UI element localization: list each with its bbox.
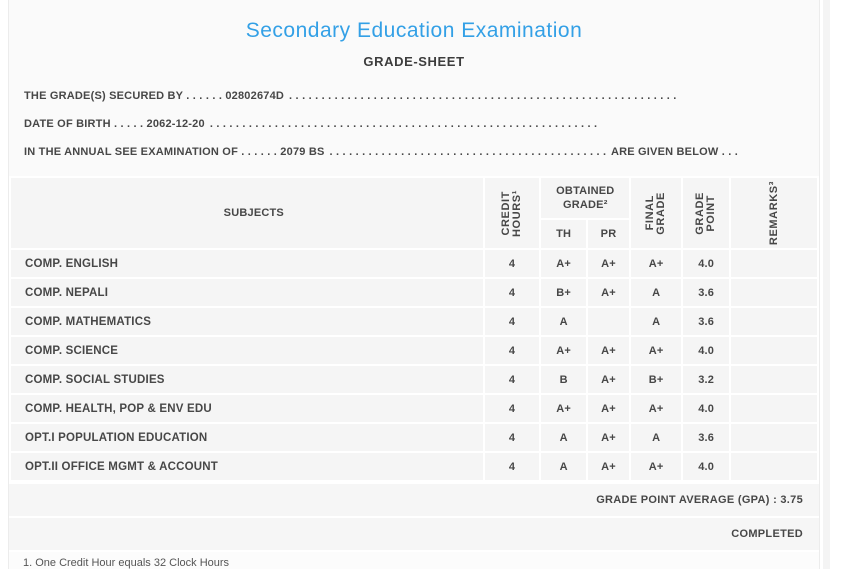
header-subjects: SUBJECTS <box>11 178 483 248</box>
final-grade-cell: A <box>631 279 682 306</box>
page-title: Secondary Education Examination <box>245 19 583 42</box>
subject-cell: OPT.I POPULATION EDUCATION <box>11 424 483 451</box>
info-text: DATE OF BIRTH . . . . . 2062-12-20 <box>24 118 205 130</box>
leader-dots: . . . . . . . . . . . . . . . . . . . . … <box>209 118 598 130</box>
grade-point-cell: 4.0 <box>683 337 730 364</box>
info-text: THE GRADE(S) SECURED BY . . . . . . 0280… <box>24 90 285 102</box>
table-row: OPT.II OFFICE MGMT & ACCOUNT 4 A A+ A+ 4… <box>11 453 817 480</box>
remarks-cell <box>731 453 817 480</box>
final-grade-cell: B+ <box>631 366 682 393</box>
pr-grade-cell: A+ <box>587 366 630 393</box>
credit-hours-cell: 4 <box>484 395 540 422</box>
remarks-cell <box>731 250 817 277</box>
credit-hours-cell: 4 <box>484 424 540 451</box>
th-grade-cell: A+ <box>541 250 586 277</box>
table-row: COMP. NEPALI 4 B+ A+ A 3.6 <box>11 279 817 306</box>
pr-grade-cell: A+ <box>587 279 630 306</box>
credit-hours-cell: 4 <box>484 279 540 306</box>
remarks-cell <box>731 424 817 451</box>
credit-hours-cell: 4 <box>484 453 540 480</box>
table-row: COMP. SCIENCE 4 A+ A+ A+ 4.0 <box>11 337 817 364</box>
grade-point-cell: 3.6 <box>683 279 730 306</box>
credit-hours-cell: 4 <box>484 366 540 393</box>
pr-grade-cell: A+ <box>587 395 630 422</box>
final-grade-cell: A <box>631 308 682 335</box>
subject-cell: COMP. HEALTH, POP & ENV EDU <box>11 395 483 422</box>
leader-dots: . . . . . . . . . . . . . . . . . . . . … <box>329 146 606 158</box>
credit-hours-cell: 4 <box>484 250 540 277</box>
info-section: THE GRADE(S) SECURED BY . . . . . . 0280… <box>9 82 819 166</box>
info-line-grades-secured-by: THE GRADE(S) SECURED BY . . . . . . 0280… <box>24 82 738 110</box>
subject-cell: COMP. SCIENCE <box>11 337 483 364</box>
final-grade-cell: A+ <box>631 395 682 422</box>
th-grade-cell: A <box>541 308 586 335</box>
pr-grade-cell <box>587 308 630 335</box>
th-grade-cell: B+ <box>541 279 586 306</box>
gpa-summary: GRADE POINT AVERAGE (GPA) : 3.75 <box>9 482 819 516</box>
grade-point-cell: 4.0 <box>683 250 730 277</box>
subject-cell: COMP. MATHEMATICS <box>11 308 483 335</box>
remarks-cell <box>731 308 817 335</box>
header-pr: PR <box>587 220 630 248</box>
subject-cell: OPT.II OFFICE MGMT & ACCOUNT <box>11 453 483 480</box>
remarks-cell <box>731 337 817 364</box>
header-final-grade: FINALGRADE <box>631 178 682 248</box>
table-row: COMP. MATHEMATICS 4 A A 3.6 <box>11 308 817 335</box>
remarks-cell <box>731 366 817 393</box>
final-grade-cell: A <box>631 424 682 451</box>
th-grade-cell: A+ <box>541 337 586 364</box>
header-remarks: REMARKS³ <box>731 178 817 248</box>
table-row: COMP. SOCIAL STUDIES 4 B A+ B+ 3.2 <box>11 366 817 393</box>
info-line-date-of-birth: DATE OF BIRTH . . . . . 2062-12-20 . . .… <box>24 110 738 138</box>
pr-grade-cell: A+ <box>587 424 630 451</box>
subject-cell: COMP. SOCIAL STUDIES <box>11 366 483 393</box>
grade-point-cell: 3.6 <box>683 424 730 451</box>
grade-point-cell: 4.0 <box>683 395 730 422</box>
leader-dots: . . . . . . . . . . . . . . . . . . . . … <box>289 90 677 102</box>
subject-cell: COMP. NEPALI <box>11 279 483 306</box>
results-table: SUBJECTS CREDITHOURS¹ OBTAINED GRADE² FI… <box>9 176 819 482</box>
final-grade-cell: A+ <box>631 337 682 364</box>
grade-point-cell: 3.6 <box>683 308 730 335</box>
final-grade-cell: A+ <box>631 453 682 480</box>
grade-sheet-card: Secondary Education Examination GRADE-SH… <box>8 0 820 569</box>
credit-hours-cell: 4 <box>484 337 540 364</box>
header-grade-point: GRADEPOINT <box>683 178 730 248</box>
remarks-cell <box>731 395 817 422</box>
info-line-examination: IN THE ANNUAL SEE EXAMINATION OF . . . .… <box>24 138 738 166</box>
grade-point-cell: 3.2 <box>683 366 730 393</box>
th-grade-cell: A+ <box>541 395 586 422</box>
header-credit-hours: CREDITHOURS¹ <box>484 178 540 248</box>
footnote: 1. One Credit Hour equals 32 Clock Hours <box>9 550 819 569</box>
grade-sheet-subtitle: GRADE-SHEET <box>363 54 465 69</box>
table-row: COMP. HEALTH, POP & ENV EDU 4 A+ A+ A+ 4… <box>11 395 817 422</box>
scrollbar-track[interactable] <box>823 0 830 569</box>
remarks-cell <box>731 279 817 306</box>
results-table-body: COMP. ENGLISH 4 A+ A+ A+ 4.0 COMP. NEPAL… <box>11 250 817 480</box>
credit-hours-cell: 4 <box>484 308 540 335</box>
th-grade-cell: A <box>541 453 586 480</box>
table-row: OPT.I POPULATION EDUCATION 4 A A+ A 3.6 <box>11 424 817 451</box>
header-th: TH <box>541 220 586 248</box>
pr-grade-cell: A+ <box>587 337 630 364</box>
final-grade-cell: A+ <box>631 250 682 277</box>
pr-grade-cell: A+ <box>587 453 630 480</box>
th-grade-cell: B <box>541 366 586 393</box>
th-grade-cell: A <box>541 424 586 451</box>
info-suffix: ARE GIVEN BELOW . . . <box>610 146 738 158</box>
status-completed: COMPLETED <box>9 516 819 550</box>
grade-point-cell: 4.0 <box>683 453 730 480</box>
info-text: IN THE ANNUAL SEE EXAMINATION OF . . . .… <box>24 146 325 158</box>
subject-cell: COMP. ENGLISH <box>11 250 483 277</box>
pr-grade-cell: A+ <box>587 250 630 277</box>
header-obtained-grade: OBTAINED GRADE² <box>541 178 630 218</box>
table-row: COMP. ENGLISH 4 A+ A+ A+ 4.0 <box>11 250 817 277</box>
